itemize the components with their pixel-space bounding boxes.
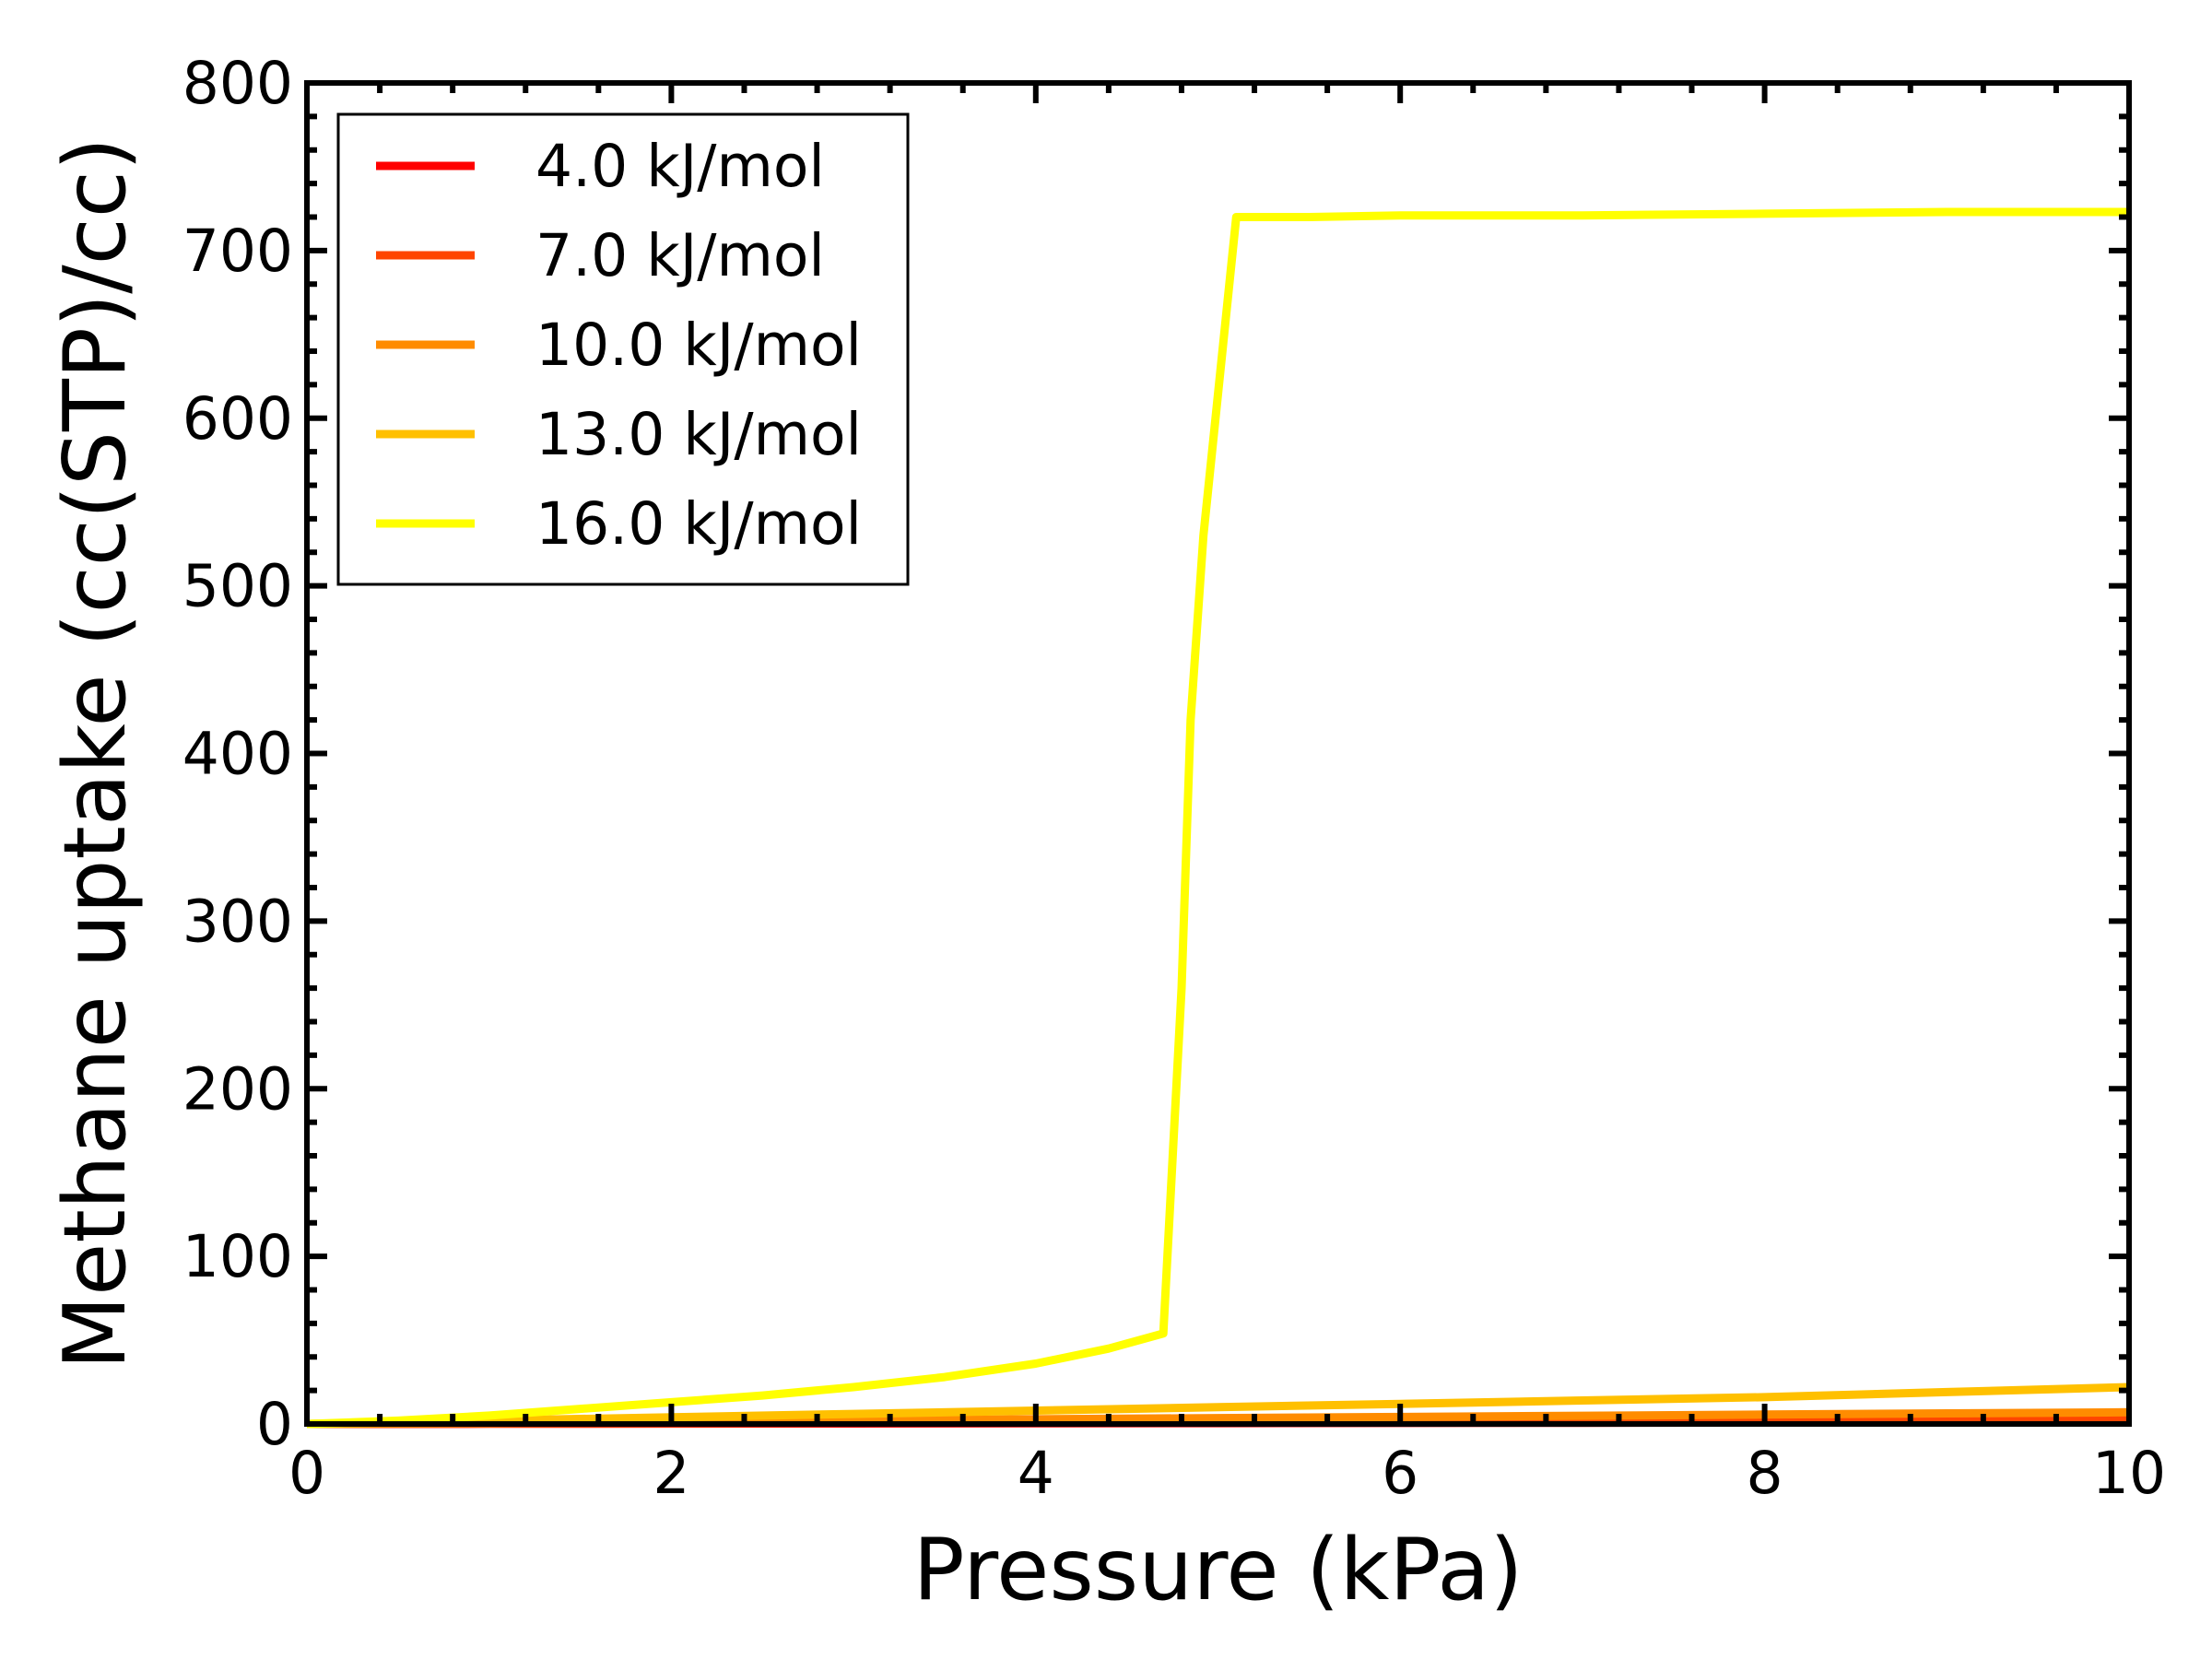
y-tick-label: 300	[182, 888, 293, 955]
x-tick-label: 2	[653, 1440, 689, 1507]
legend: 4.0 kJ/mol 7.0 kJ/mol 10.0 kJ/mol 13.0 kJ/m…	[336, 112, 910, 586]
plot-frame	[304, 80, 2132, 1427]
x-tick-label: 8	[1747, 1440, 1783, 1507]
y-tick-label: 200	[182, 1055, 293, 1123]
x-tick-label: 10	[2092, 1440, 2166, 1507]
y-tick-label: 600	[182, 385, 293, 453]
x-tick-label: 4	[1018, 1440, 1054, 1507]
legend-label-3: 13.0 kJ/mol	[535, 401, 862, 468]
series-line-4	[306, 207, 2129, 1429]
legend-label-1: 7.0 kJ/mol	[535, 222, 825, 289]
y-axis-title: Methane uptake (cc(STP)/cc)	[45, 137, 145, 1370]
series-line-3	[306, 1382, 2130, 1429]
legend-label-4: 16.0 kJ/mol	[535, 490, 862, 558]
x-tick-label: 6	[1382, 1440, 1418, 1507]
legend-label-0: 4.0 kJ/mol	[535, 133, 825, 200]
y-tick-label: 500	[182, 553, 293, 620]
y-tick-label: 0	[256, 1391, 293, 1458]
y-tick-label: 800	[182, 50, 293, 117]
legend-box	[336, 112, 910, 586]
x-tick-label: 0	[288, 1440, 325, 1507]
y-tick-label: 100	[182, 1223, 293, 1290]
x-axis-title: Pressure (kPa)	[913, 1520, 1524, 1619]
legend-label-2: 10.0 kJ/mol	[535, 312, 862, 379]
y-tick-label: 700	[182, 218, 293, 285]
y-tick-label: 400	[182, 721, 293, 788]
